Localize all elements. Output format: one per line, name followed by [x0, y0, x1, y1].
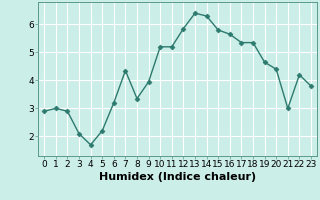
X-axis label: Humidex (Indice chaleur): Humidex (Indice chaleur) — [99, 172, 256, 182]
